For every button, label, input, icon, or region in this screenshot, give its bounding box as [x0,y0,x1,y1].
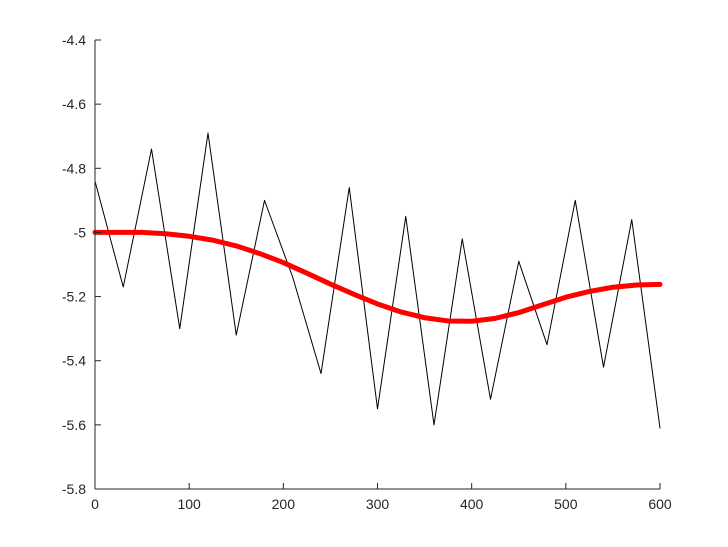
x-tick-label: 100 [177,496,201,512]
y-tick-label: -5.8 [62,481,86,497]
y-tick-label: -5 [74,224,87,240]
x-tick-label: 300 [366,496,390,512]
y-tick-label: -4.8 [62,160,86,176]
x-tick-label: 200 [272,496,296,512]
y-tick-label: -4.6 [62,96,86,112]
series-layer [92,132,663,429]
y-tick-label: -5.6 [62,417,86,433]
axes: -4.4 -4.6 -4.8 -5 -5.2 -5.4 -5.6 -5.8 0 100 200 300… [62,32,672,512]
y-tick-label: -5.4 [62,353,86,369]
x-tick-label: 0 [91,496,99,512]
x-tick-label: 500 [554,496,578,512]
x-tick-label: 600 [648,496,672,512]
signal-line [94,132,661,429]
y-tick-label: -5.2 [62,289,86,305]
trend-line [92,229,663,324]
y-tick-label: -4.4 [62,32,86,48]
x-tick-label: 400 [460,496,484,512]
